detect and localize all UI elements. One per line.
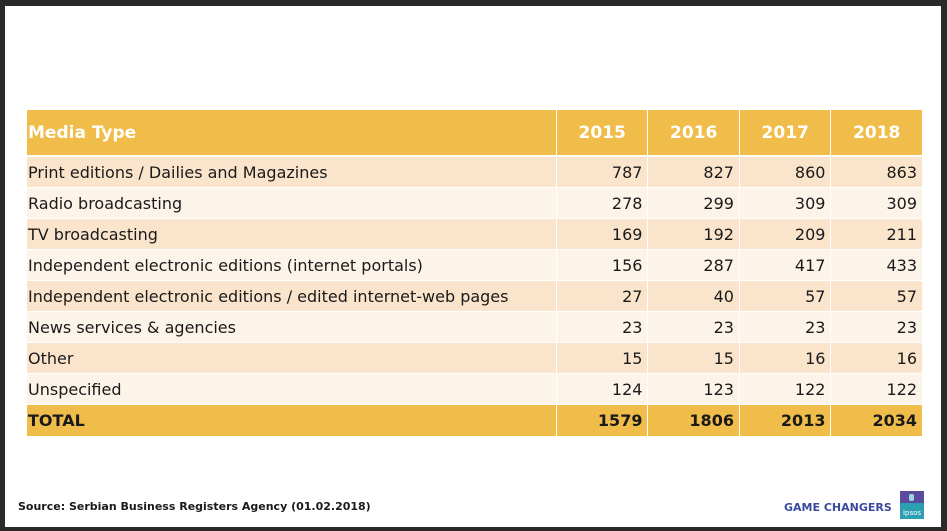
media-type-cell: Radio broadcasting <box>27 187 557 219</box>
value-2015-cell: 27 <box>556 280 649 312</box>
media-type-cell: Independent electronic editions (interne… <box>27 249 557 281</box>
value-2017-cell: 122 <box>739 373 832 405</box>
value-2017-cell: 209 <box>739 218 832 250</box>
value-2018-cell: 23 <box>830 311 923 343</box>
table-row: Unspecified 124 123 122 122 <box>27 373 923 405</box>
header-media-type: Media Type <box>27 110 557 157</box>
total-row: TOTAL 1579 1806 2013 2034 <box>27 404 923 437</box>
value-2017-cell: 417 <box>739 249 832 281</box>
logo-dot-shape <box>909 494 914 501</box>
slide: Media Type 2015 2016 2017 2018 Print edi… <box>5 6 941 527</box>
header-2016: 2016 <box>647 110 740 157</box>
value-2015-cell: 278 <box>556 187 649 219</box>
value-2016-cell: 40 <box>647 280 740 312</box>
header-2018: 2018 <box>830 110 923 157</box>
value-2018-cell: 863 <box>830 156 923 188</box>
value-2016-cell: 192 <box>647 218 740 250</box>
table-row: Independent electronic editions / edited… <box>27 280 923 312</box>
value-2018-cell: 57 <box>830 280 923 312</box>
value-2016-cell: 299 <box>647 187 740 219</box>
value-2015-cell: 23 <box>556 311 649 343</box>
media-type-cell: Unspecified <box>27 373 557 405</box>
value-2015-cell: 124 <box>556 373 649 405</box>
value-2017-cell: 860 <box>739 156 832 188</box>
value-2017-cell: 309 <box>739 187 832 219</box>
total-2016-cell: 1806 <box>647 404 740 437</box>
media-type-table: Media Type 2015 2016 2017 2018 Print edi… <box>27 110 923 437</box>
media-type-cell: News services & agencies <box>27 311 557 343</box>
total-2015-cell: 1579 <box>556 404 649 437</box>
value-2016-cell: 15 <box>647 342 740 374</box>
source-note: Source: Serbian Business Registers Agenc… <box>18 500 371 513</box>
header-2017: 2017 <box>739 110 832 157</box>
value-2017-cell: 16 <box>739 342 832 374</box>
table-header-row: Media Type 2015 2016 2017 2018 <box>27 110 923 157</box>
media-type-cell: Other <box>27 342 557 374</box>
table-row: Independent electronic editions (interne… <box>27 249 923 281</box>
media-type-cell: Independent electronic editions / edited… <box>27 280 557 312</box>
value-2018-cell: 309 <box>830 187 923 219</box>
table-row: Print editions / Dailies and Magazines 7… <box>27 156 923 188</box>
value-2016-cell: 23 <box>647 311 740 343</box>
ipsos-logo: Ipsos <box>900 491 924 519</box>
value-2015-cell: 787 <box>556 156 649 188</box>
table-row: Other 15 15 16 16 <box>27 342 923 374</box>
value-2015-cell: 156 <box>556 249 649 281</box>
media-type-cell: TV broadcasting <box>27 218 557 250</box>
value-2018-cell: 16 <box>830 342 923 374</box>
logo-wordmark: Ipsos <box>902 509 922 517</box>
value-2016-cell: 827 <box>647 156 740 188</box>
total-2017-cell: 2013 <box>739 404 832 437</box>
value-2015-cell: 169 <box>556 218 649 250</box>
value-2018-cell: 433 <box>830 249 923 281</box>
table-row: Radio broadcasting 278 299 309 309 <box>27 187 923 219</box>
value-2018-cell: 122 <box>830 373 923 405</box>
total-label-cell: TOTAL <box>27 404 557 437</box>
value-2015-cell: 15 <box>556 342 649 374</box>
total-2018-cell: 2034 <box>830 404 923 437</box>
value-2016-cell: 287 <box>647 249 740 281</box>
media-type-cell: Print editions / Dailies and Magazines <box>27 156 557 188</box>
value-2017-cell: 57 <box>739 280 832 312</box>
value-2018-cell: 211 <box>830 218 923 250</box>
header-2015: 2015 <box>556 110 649 157</box>
table-row: News services & agencies 23 23 23 23 <box>27 311 923 343</box>
table-row: TV broadcasting 169 192 209 211 <box>27 218 923 250</box>
value-2016-cell: 123 <box>647 373 740 405</box>
game-changers-tagline: GAME CHANGERS <box>784 501 892 514</box>
value-2017-cell: 23 <box>739 311 832 343</box>
